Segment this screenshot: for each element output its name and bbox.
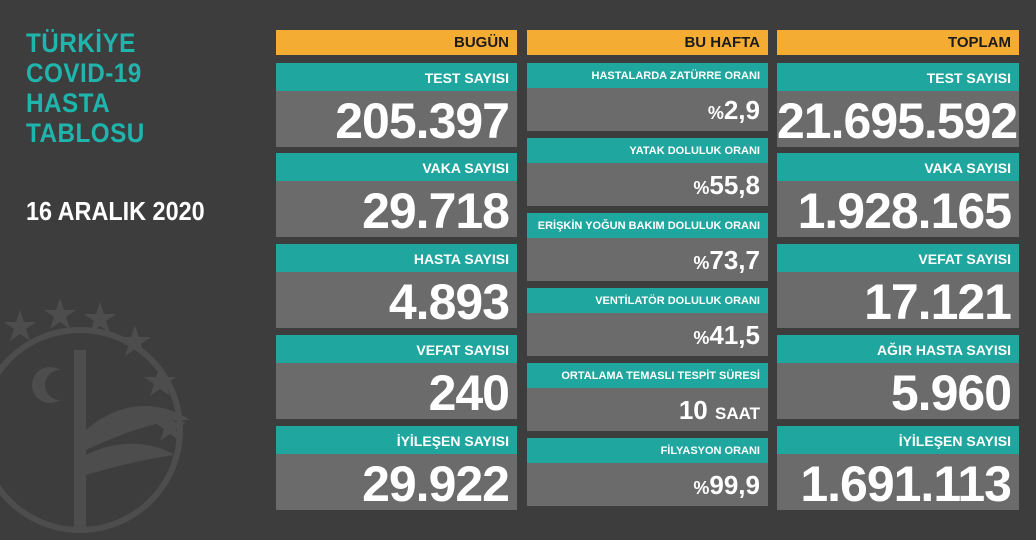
value-number: 55,8 xyxy=(709,170,760,200)
today-card-patients: HASTA SAYISI 4.893 xyxy=(276,244,517,328)
week-card-icu-occupancy: ERİŞKİN YOĞUN BAKIM DOLULUK ORANI %73,7 xyxy=(527,213,768,281)
card-label: YATAK DOLULUK ORANI xyxy=(527,138,768,163)
card-label: HASTALARDA ZATÜRRE ORANI xyxy=(527,63,768,88)
week-header: BU HAFTA xyxy=(527,30,768,55)
card-value: %73,7 xyxy=(527,238,768,281)
card-value: 10 SAAT xyxy=(527,388,768,431)
card-label: TEST SAYISI xyxy=(276,63,517,91)
card-value: 4.893 xyxy=(276,272,517,328)
total-card-cases: VAKA SAYISI 1.928.165 xyxy=(777,153,1019,237)
card-label: VENTİLATÖR DOLULUK ORANI xyxy=(527,288,768,313)
title-line: TÜRKİYE xyxy=(26,28,136,58)
card-label: VEFAT SAYISI xyxy=(276,335,517,363)
total-card-critical: AĞIR HASTA SAYISI 5.960 xyxy=(777,335,1019,419)
card-label: İYİLEŞEN SAYISI xyxy=(276,426,517,454)
title-line: TABLOSU xyxy=(26,118,145,148)
card-value: %55,8 xyxy=(527,163,768,206)
percent-sign: % xyxy=(693,253,710,273)
card-label: ORTALAMA TEMASLI TESPİT SÜRESİ xyxy=(527,363,768,388)
card-value: %99,9 xyxy=(527,463,768,506)
card-value: 17.121 xyxy=(777,272,1019,328)
card-value: 240 xyxy=(276,363,517,419)
week-card-contact-detection-time: ORTALAMA TEMASLI TESPİT SÜRESİ 10 SAAT xyxy=(527,363,768,431)
value-number: 99,9 xyxy=(709,470,760,500)
total-column: TOPLAM TEST SAYISI 21.695.592 VAKA SAYIS… xyxy=(777,30,1019,510)
percent-sign: % xyxy=(707,103,724,123)
today-card-recovered: İYİLEŞEN SAYISI 29.922 xyxy=(276,426,517,510)
card-label: VAKA SAYISI xyxy=(276,153,517,181)
percent-sign: % xyxy=(693,178,710,198)
card-label: FİLYASYON ORANI xyxy=(527,438,768,463)
week-card-filiation-rate: FİLYASYON ORANI %99,9 xyxy=(527,438,768,506)
week-card-pneumonia: HASTALARDA ZATÜRRE ORANI %2,9 xyxy=(527,63,768,131)
card-value: 1.928.165 xyxy=(777,181,1019,237)
card-value: 21.695.592 xyxy=(777,91,1019,147)
total-card-recovered: İYİLEŞEN SAYISI 1.691.113 xyxy=(777,426,1019,510)
value-number: 10 xyxy=(678,395,708,425)
total-card-tests: TEST SAYISI 21.695.592 xyxy=(777,63,1019,147)
title-line: HASTA xyxy=(26,88,111,118)
card-label: HASTA SAYISI xyxy=(276,244,517,272)
card-value: 205.397 xyxy=(276,91,517,147)
card-label: AĞIR HASTA SAYISI xyxy=(777,335,1019,363)
value-number: 41,5 xyxy=(709,320,760,350)
week-card-bed-occupancy: YATAK DOLULUK ORANI %55,8 xyxy=(527,138,768,206)
total-card-deaths: VEFAT SAYISI 17.121 xyxy=(777,244,1019,328)
card-value: 1.691.113 xyxy=(777,454,1019,510)
today-column: BUGÜN TEST SAYISI 205.397 VAKA SAYISI 29… xyxy=(276,30,517,510)
card-label: TEST SAYISI xyxy=(777,63,1019,91)
card-label: İYİLEŞEN SAYISI xyxy=(777,426,1019,454)
total-header: TOPLAM xyxy=(777,30,1019,55)
report-date: 16 ARALIK 2020 xyxy=(26,196,205,226)
card-value: 29.718 xyxy=(276,181,517,237)
card-label: ERİŞKİN YOĞUN BAKIM DOLULUK ORANI xyxy=(527,213,768,238)
week-card-ventilator-occupancy: VENTİLATÖR DOLULUK ORANI %41,5 xyxy=(527,288,768,356)
value-number: 73,7 xyxy=(709,245,760,275)
percent-sign: % xyxy=(693,328,710,348)
title-block: TÜRKİYE COVID-19 HASTA TABLOSU xyxy=(26,28,145,148)
value-number: 2,9 xyxy=(723,95,760,125)
today-card-tests: TEST SAYISI 205.397 xyxy=(276,63,517,147)
value-unit: SAAT xyxy=(714,404,760,423)
today-header: BUGÜN xyxy=(276,30,517,55)
ministry-emblem-icon xyxy=(0,298,190,533)
card-value: 5.960 xyxy=(777,363,1019,419)
title-line: COVID-19 xyxy=(26,58,142,88)
card-label: VAKA SAYISI xyxy=(777,153,1019,181)
week-column: BU HAFTA HASTALARDA ZATÜRRE ORANI %2,9 Y… xyxy=(527,30,768,510)
card-label: VEFAT SAYISI xyxy=(777,244,1019,272)
today-card-deaths: VEFAT SAYISI 240 xyxy=(276,335,517,419)
today-card-cases: VAKA SAYISI 29.718 xyxy=(276,153,517,237)
card-value: 29.922 xyxy=(276,454,517,510)
percent-sign: % xyxy=(693,478,710,498)
card-value: %41,5 xyxy=(527,313,768,356)
card-value: %2,9 xyxy=(527,88,768,131)
